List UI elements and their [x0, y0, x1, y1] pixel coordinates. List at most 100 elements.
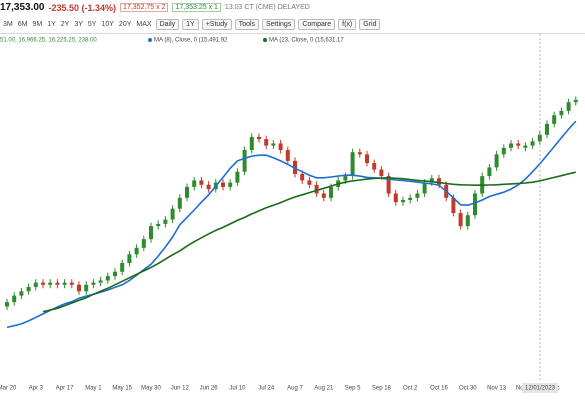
period-link[interactable]: 3Y [74, 20, 83, 28]
candle-body [228, 182, 233, 187]
candle-body [141, 239, 146, 248]
toolbar-button[interactable]: Compare [298, 18, 336, 30]
ohlc-label: 51.00, 16,966.25, 16,225.25, 238.00 [0, 38, 97, 44]
candle-body [235, 171, 240, 183]
candle-body [350, 152, 355, 177]
toolbar-button[interactable]: f(x) [338, 18, 357, 30]
crosshair-label-bg [522, 383, 558, 393]
candle-body [365, 154, 369, 164]
legend-swatch [263, 38, 267, 42]
period-link[interactable]: 9M [32, 20, 43, 28]
x-tick-label: Jun 12 [171, 386, 190, 392]
status: 13:03 CT (CME) DELAYED [224, 4, 310, 11]
candle-body [185, 186, 189, 198]
price-change: -235.50 (-1.34%) [48, 2, 117, 13]
x-tick-label: Aug 21 [314, 386, 334, 392]
candle-body [271, 143, 276, 146]
candle-body [458, 213, 463, 227]
toolbar-button[interactable]: Settings [262, 18, 296, 30]
candle-body [120, 263, 125, 272]
candle-body [84, 284, 89, 292]
x-tick-label: Apr 3 [29, 386, 44, 392]
candle-body [566, 102, 571, 111]
moving-average-line [42, 171, 576, 313]
candle-body [192, 180, 197, 187]
candle-body [278, 143, 283, 150]
candle-body [163, 219, 168, 224]
interval-select[interactable]: Daily [155, 18, 180, 30]
x-tick-label: May 1 [85, 386, 102, 392]
period-link[interactable]: 10Y [101, 20, 114, 28]
x-tick-label: Jul 10 [229, 386, 246, 392]
candle-body [69, 282, 74, 285]
toolbar-button[interactable]: Grid [359, 18, 381, 30]
candle-body [516, 143, 521, 146]
x-tick-label: Sep 5 [345, 386, 361, 392]
x-tick-label: Nov 13 [487, 386, 507, 392]
range-select[interactable]: 1Y [182, 18, 199, 30]
candle-body [530, 141, 535, 146]
x-tick-label: Oct 16 [430, 386, 448, 392]
period-link[interactable]: 3M [3, 20, 13, 28]
x-tick-label: Aug 7 [287, 386, 303, 392]
candle-body [91, 282, 96, 285]
candle-body [26, 286, 31, 292]
candle-body [437, 178, 441, 185]
period-link[interactable]: 5Y [87, 20, 97, 28]
candle-body [127, 254, 132, 264]
controls-row: 3M 6M 9M 1Y 2Y 3Y 5Y 10Y 20Y MAX Daily 1Y +Study Tool… [0, 15, 585, 33]
candle-body [465, 215, 470, 227]
toolbar-button[interactable]: +Study [201, 18, 232, 30]
legend-label: MA (8), Close, 0 (15,491.92 [154, 38, 228, 44]
candle-body [357, 152, 362, 155]
chart: 51.00, 16,966.25, 16,225.25, 238.00 MA (… [0, 34, 578, 393]
x-tick-label: May 30 [141, 386, 161, 392]
candle-body [206, 184, 211, 190]
candle-body [19, 291, 24, 296]
candle-body [509, 143, 513, 148]
candle-body [77, 284, 81, 292]
candle-body [415, 193, 420, 198]
candle-body [264, 139, 269, 146]
candle-body [55, 282, 60, 285]
toolbar: 17,353.00 -235.50 (-1.34%) 17,352.75 x 2… [0, 0, 585, 34]
toolbar-button[interactable]: Tools [234, 18, 260, 30]
candle-body [149, 226, 153, 240]
candle-body [386, 176, 391, 194]
candle-body [62, 282, 67, 285]
x-tick-label: Oct 2 [403, 386, 418, 392]
candle-body [494, 154, 499, 168]
candle-body [314, 184, 319, 194]
x-tick-label: Mar 20 [0, 386, 17, 392]
period-link[interactable]: 6M [17, 20, 28, 28]
candle-body [12, 295, 17, 303]
x-tick-label: Sep 18 [372, 386, 392, 392]
last-price: 17,353.00 [0, 2, 45, 13]
candle-body [177, 197, 182, 209]
period-link[interactable]: 20Y [118, 20, 132, 28]
candle-body [451, 197, 456, 214]
candle-body [372, 163, 377, 170]
candle-body [5, 302, 9, 307]
candle-body [300, 173, 305, 181]
moving-average-line [6, 120, 577, 329]
candle-body [552, 115, 557, 124]
period-link[interactable]: 1Y [47, 20, 56, 28]
candle-body [393, 193, 398, 203]
quote-row: 17,353.00 -235.50 (-1.34%) 17,352.75 x 2… [0, 0, 585, 15]
candle-body [249, 136, 254, 150]
period-link[interactable]: MAX [136, 20, 152, 28]
period-link[interactable]: 2Y [60, 20, 70, 28]
candle-body [343, 176, 348, 181]
candle-body [321, 193, 326, 198]
candle-body [113, 271, 117, 277]
candle-body [242, 150, 247, 172]
candle-body [422, 182, 427, 194]
x-tick-label: Apr 17 [56, 386, 74, 392]
candle-body [501, 147, 506, 155]
x-tick-label: Jul 24 [258, 386, 275, 392]
candle-body [559, 110, 564, 116]
candle-body [401, 200, 405, 203]
candle-body [105, 276, 110, 281]
